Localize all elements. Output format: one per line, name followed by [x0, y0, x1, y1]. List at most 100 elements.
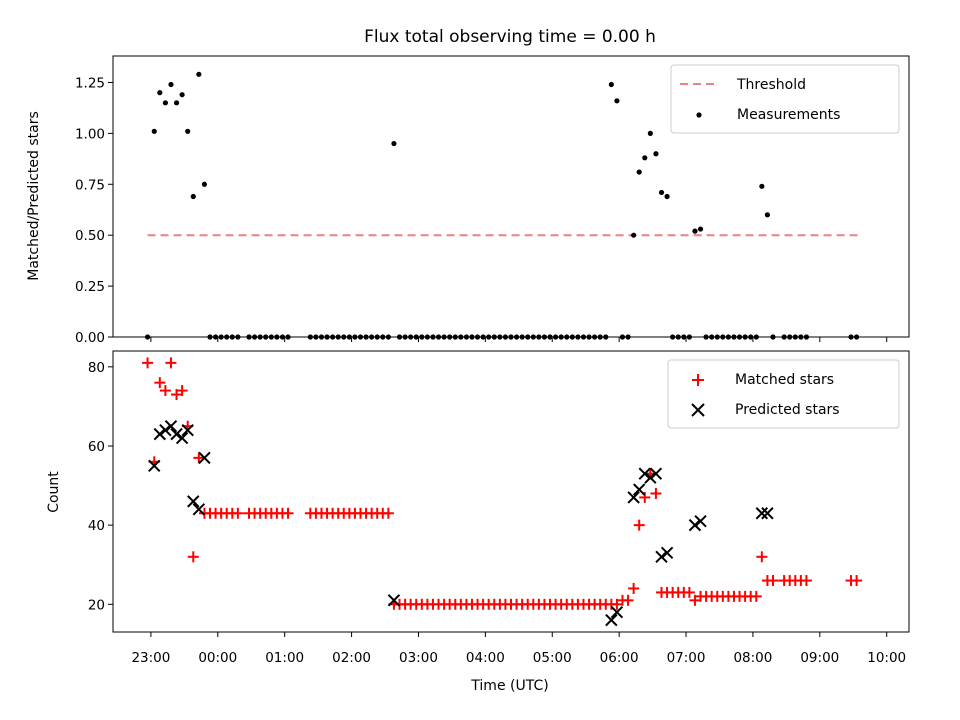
legend-predicted-swatch [691, 403, 705, 417]
matched-stars-point [689, 594, 701, 606]
measurements-point [636, 169, 642, 175]
matched-stars-point [633, 519, 645, 531]
ratio-y-tick-label: 0.25 [75, 279, 105, 295]
matched-stars-point [756, 551, 768, 563]
ratio-y-tick-label: 0.75 [75, 177, 105, 193]
ratio-y-tick-label: 0.00 [75, 330, 105, 346]
x-tick-label: 07:00 [667, 650, 706, 666]
count-y-axis-label: Count [46, 471, 62, 513]
legend-matched-swatch [692, 374, 704, 386]
predicted-stars-point [387, 594, 401, 607]
x-tick-label: 10:00 [867, 650, 906, 666]
matched-stars-point [142, 357, 154, 369]
ratio-legend: Threshold Measurements [670, 64, 900, 134]
x-tick-label: 01:00 [265, 650, 304, 666]
measurements-point [151, 128, 157, 134]
predicted-stars-point [605, 613, 618, 627]
predicted-stars-point [694, 514, 707, 528]
predicted-stars-point [187, 495, 200, 508]
measurements-point [391, 140, 397, 147]
measurements-point [201, 181, 208, 187]
legend-measurements-label: Measurements [737, 107, 840, 123]
x-tick-label: 04:00 [466, 650, 505, 666]
measurements-point [614, 98, 620, 104]
ratio-legend-box [670, 64, 900, 134]
predicted-stars-point [148, 459, 161, 472]
count-axis-ticks: 20 40 60 80 23:00 00:00 01:00 02:00 03:00 04:00 05… [88, 360, 906, 666]
predicted-stars-point [638, 467, 651, 480]
x-tick-label: 05:00 [533, 650, 572, 666]
predicted-stars-point [153, 427, 167, 441]
matched-stars-point [159, 385, 171, 397]
predicted-stars-point [644, 471, 657, 484]
matched-stars-point [382, 507, 394, 519]
count-plot-area [142, 357, 863, 627]
matched-stars-point [851, 575, 863, 587]
count-y-tick-label: 40 [88, 518, 105, 534]
predicted-stars-point [192, 503, 206, 516]
ratio-y-tick-label: 1.25 [75, 75, 105, 91]
count-axes-frame [112, 350, 910, 633]
x-tick-label: 00:00 [198, 650, 237, 666]
measurements-point [642, 155, 648, 161]
count-y-tick-label: 80 [88, 360, 105, 376]
count-panel: Count Time (UTC) 20 40 60 80 23:00 00:00 01:00… [46, 350, 910, 694]
x-tick-label: 02:00 [332, 650, 371, 666]
x-tick-label: 09:00 [800, 650, 839, 666]
predicted-stars-point [175, 431, 189, 445]
predicted-stars-point [755, 507, 769, 520]
predicted-stars-point [688, 518, 702, 532]
predicted-stars-point [164, 419, 178, 433]
matched-stars-point [683, 586, 695, 598]
count-legend-box [667, 359, 900, 429]
count-y-tick-label: 20 [88, 597, 105, 613]
predicted-stars-point [181, 423, 194, 437]
matched-stars-point [154, 377, 166, 389]
chart-title: Flux total observing time = 0.00 h [364, 27, 656, 47]
measurements-point [185, 128, 191, 134]
ratio-y-tick-label: 1.00 [75, 126, 105, 142]
x-tick-label: 23:00 [131, 650, 170, 666]
legend-predicted-label: Predicted stars [735, 402, 840, 418]
measurements-point [190, 193, 196, 200]
predicted-stars-point [159, 423, 172, 437]
legend-matched-label: Matched stars [735, 372, 834, 388]
legend-measurements-swatch [696, 112, 702, 118]
matched-stars-point [232, 507, 244, 519]
predicted-stars-point [633, 483, 646, 496]
ratio-axis-ticks: 0.00 0.25 0.50 0.75 1.00 1.25 [75, 75, 888, 346]
count-y-tick-label: 60 [88, 439, 105, 455]
matched-stars-point [165, 357, 177, 369]
matched-stars-point [622, 594, 634, 606]
measurements-point [692, 228, 698, 234]
measurements-point [697, 226, 704, 232]
x-tick-label: 08:00 [733, 650, 772, 666]
matched-stars-point [176, 385, 188, 397]
matched-stars-point [187, 551, 199, 563]
count-legend: Matched stars Predicted stars [667, 359, 900, 429]
matched-stars-point [750, 590, 762, 602]
predicted-stars-point [655, 550, 668, 564]
matched-stars-point [767, 575, 779, 587]
measurements-point [173, 100, 180, 106]
matched-stars-point [611, 598, 623, 610]
matched-stars-point [193, 452, 205, 464]
predicted-stars-point [627, 491, 640, 504]
ratio-axes-frame [112, 55, 910, 338]
predicted-stars-point [649, 467, 663, 480]
x-tick-label: 03:00 [399, 650, 438, 666]
measurements-point [608, 81, 614, 88]
predicted-stars-point [198, 451, 211, 465]
measurements-point [759, 183, 765, 189]
measurements-point [764, 212, 771, 218]
x-axis-label: Time (UTC) [470, 678, 548, 694]
measurements-point [162, 100, 168, 106]
measurements-point [196, 71, 202, 77]
legend-threshold-label: Threshold [736, 77, 806, 93]
matched-stars-point [282, 507, 294, 519]
predicted-stars-point [761, 507, 774, 520]
matched-stars-point [650, 487, 662, 499]
predicted-stars-point [610, 606, 624, 619]
measurements-point [179, 92, 185, 98]
